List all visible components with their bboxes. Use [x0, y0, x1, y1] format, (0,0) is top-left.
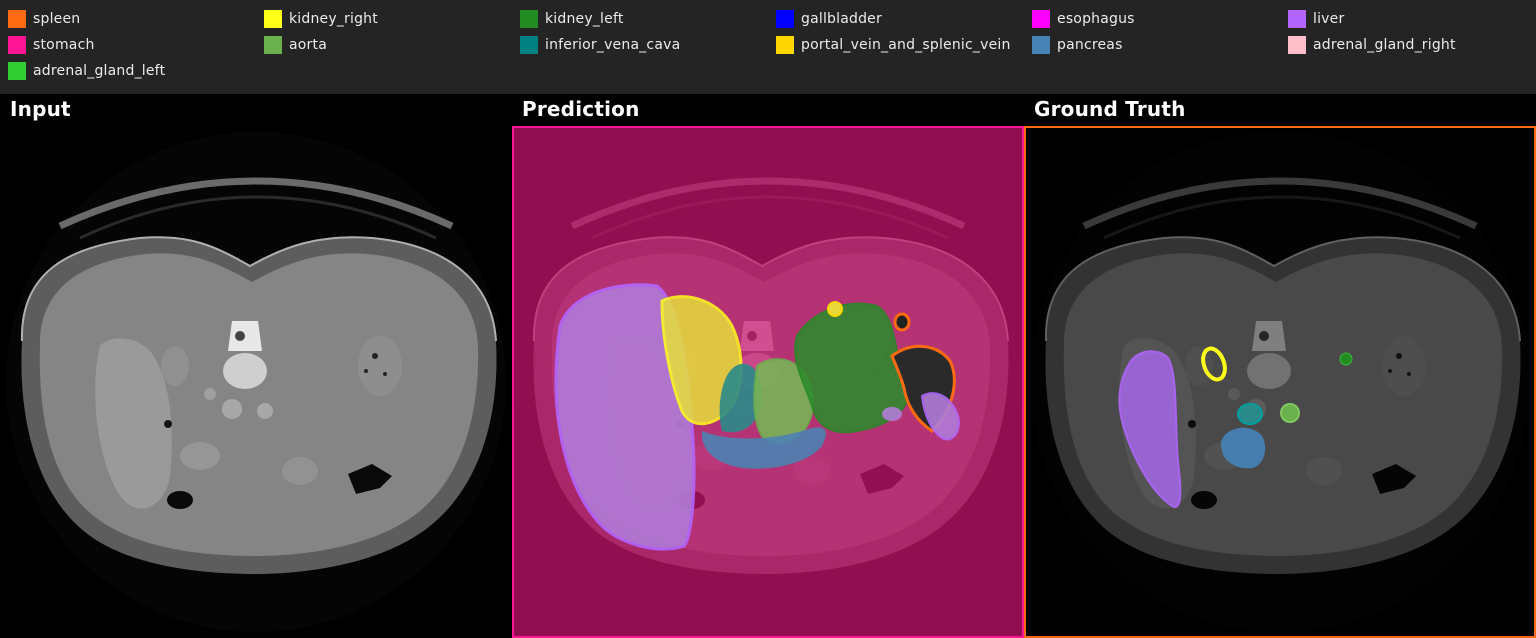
- legend-item-gallbladder: gallbladder: [776, 9, 882, 29]
- legend-swatch: [1288, 10, 1306, 28]
- legend-item-portal-vein: portal_vein_and_splenic_vein: [776, 35, 1011, 55]
- input-image-panel: [0, 126, 512, 638]
- legend-label: kidney_left: [545, 11, 624, 27]
- legend-label: liver: [1313, 11, 1345, 27]
- legend-item-stomach: stomach: [8, 35, 95, 55]
- legend: spleen kidney_right kidney_left gallblad…: [0, 0, 1536, 94]
- legend-swatch: [8, 36, 26, 54]
- input-panel-title: Input: [10, 97, 71, 121]
- legend-item-spleen: spleen: [8, 9, 80, 29]
- legend-label: esophagus: [1057, 11, 1135, 27]
- legend-label: pancreas: [1057, 37, 1123, 53]
- legend-swatch: [264, 36, 282, 54]
- legend-swatch: [1032, 10, 1050, 28]
- legend-swatch: [520, 10, 538, 28]
- legend-swatch: [520, 36, 538, 54]
- legend-label: inferior_vena_cava: [545, 37, 681, 53]
- legend-item-inferior-vena-cava: inferior_vena_cava: [520, 35, 680, 55]
- prediction-image-panel: [512, 126, 1024, 638]
- legend-label: gallbladder: [801, 11, 882, 27]
- legend-item-aorta: aorta: [264, 35, 327, 55]
- ct-scan-image: [0, 126, 512, 638]
- legend-label: portal_vein_and_splenic_vein: [801, 37, 1011, 53]
- legend-label: aorta: [289, 37, 327, 53]
- ground-truth-overlay-image: [1024, 126, 1536, 638]
- legend-label: kidney_right: [289, 11, 378, 27]
- legend-label: spleen: [33, 11, 81, 27]
- legend-swatch: [776, 36, 794, 54]
- ground-truth-panel-title: Ground Truth: [1034, 97, 1186, 121]
- ground-truth-image-panel: [1024, 126, 1536, 638]
- legend-swatch: [1032, 36, 1050, 54]
- prediction-overlay-image: [512, 126, 1024, 638]
- legend-swatch: [8, 62, 26, 80]
- legend-label: stomach: [33, 37, 95, 53]
- legend-item-pancreas: pancreas: [1032, 35, 1123, 55]
- legend-swatch: [1288, 36, 1306, 54]
- prediction-panel-title: Prediction: [522, 97, 640, 121]
- legend-swatch: [8, 10, 26, 28]
- legend-swatch: [264, 10, 282, 28]
- legend-item-adrenal-gland-right: adrenal_gland_right: [1288, 35, 1456, 55]
- legend-item-kidney-right: kidney_right: [264, 9, 378, 29]
- legend-label: adrenal_gland_right: [1313, 37, 1456, 53]
- legend-item-liver: liver: [1288, 9, 1344, 29]
- legend-item-kidney-left: kidney_left: [520, 9, 624, 29]
- legend-label: adrenal_gland_left: [33, 63, 166, 79]
- legend-item-adrenal-gland-left: adrenal_gland_left: [8, 61, 165, 81]
- legend-swatch: [776, 10, 794, 28]
- legend-item-esophagus: esophagus: [1032, 9, 1135, 29]
